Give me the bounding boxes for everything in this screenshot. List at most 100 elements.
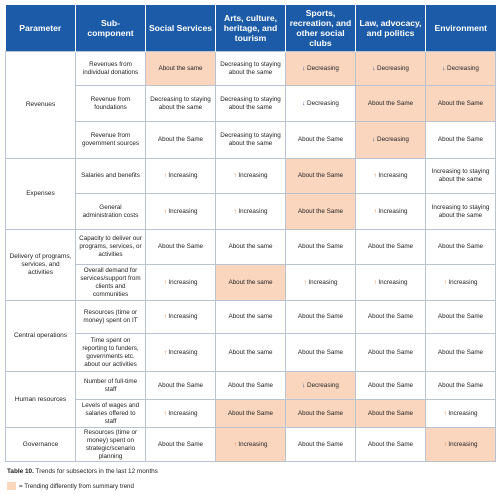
sub-component-cell: Revenue from government sources xyxy=(75,121,146,159)
sub-component-cell: Levels of wages and salaries offered to … xyxy=(75,399,146,428)
legend-text: = Trending differently from summary tren… xyxy=(19,482,134,490)
trend-cell: About the Same xyxy=(145,121,216,159)
arrow-up-icon: ↑ xyxy=(443,440,449,448)
trend-cell: ↑ Increasing xyxy=(425,264,496,301)
trend-text: About the Same xyxy=(297,409,344,417)
sub-component-cell: General administration costs xyxy=(75,193,146,230)
parameter-cell: Delivery of programs, services, and acti… xyxy=(5,229,76,301)
trend-cell: About the Same xyxy=(285,229,356,265)
table-row: Time spent on reporting to funders, gove… xyxy=(6,333,496,372)
trend-text: About the Same xyxy=(437,313,484,320)
arrow-up-icon: ↑ xyxy=(163,278,169,286)
trend-text: About the Same xyxy=(227,409,274,417)
trend-cell: ↓ Decreasing xyxy=(355,51,426,86)
sub-component-cell: Revenue from foundations xyxy=(75,85,146,122)
trend-cell: Decreasing to staying about the same xyxy=(215,121,286,159)
sub-component-cell: Time spent on reporting to funders, gove… xyxy=(75,333,146,372)
trend-cell: About the Same xyxy=(355,427,426,462)
trend-text: Increasing xyxy=(378,278,408,286)
trend-text: Increasing to staying about the same xyxy=(431,168,490,183)
trend-text: About the Same xyxy=(367,99,414,107)
arrow-up-icon: ↑ xyxy=(373,207,379,215)
arrow-up-icon: ↑ xyxy=(373,278,379,286)
trend-text: About the same xyxy=(228,243,273,250)
table-row: Central operations Resources (time or mon… xyxy=(5,300,496,372)
trend-text: Decreasing to staying about the same xyxy=(220,95,281,111)
trend-text: Increasing xyxy=(378,207,408,215)
header-environment: Environment xyxy=(425,5,496,52)
arrow-down-icon: ↓ xyxy=(372,136,378,143)
trend-text: About the Same xyxy=(437,348,484,356)
header-sub-component: Sub-component xyxy=(75,5,146,52)
trend-text: About the Same xyxy=(297,440,344,448)
arrow-down-icon: ↓ xyxy=(302,381,308,389)
trend-text: Increasing xyxy=(238,440,268,448)
table-caption: Table 10. Trends for subsectors in the l… xyxy=(7,468,158,475)
arrow-down-icon: ↓ xyxy=(302,99,308,107)
trend-cell: ↑ Increasing xyxy=(215,193,286,230)
trend-text: Decreasing xyxy=(447,64,479,72)
table-row: Revenues Revenues from individual donatio… xyxy=(5,51,496,159)
trend-cell: About the Same xyxy=(145,371,216,400)
trend-cell: About the Same xyxy=(285,427,356,462)
trend-cell: About the Same xyxy=(145,229,216,265)
header-row: Parameter Sub-component Social Services … xyxy=(5,5,496,52)
sub-component-cell: Capacity to deliver our programs, servic… xyxy=(75,229,146,265)
trend-text: About the same xyxy=(158,64,203,72)
trend-text: Increasing xyxy=(448,278,478,286)
trend-cell: ↓ Decreasing xyxy=(425,51,496,86)
caption-label: Table 10. xyxy=(7,468,34,475)
trend-text: About the Same xyxy=(157,440,204,448)
trend-text: About the Same xyxy=(297,136,344,143)
trend-text: About the same xyxy=(228,313,273,320)
trend-table: Parameter Sub-component Social Services … xyxy=(5,5,496,462)
trend-cell: ↑ Increasing xyxy=(145,193,216,230)
trend-text: Increasing to staying about the same xyxy=(431,203,490,219)
trend-text: Increasing xyxy=(378,172,408,179)
table-body: Revenues Revenues from individual donatio… xyxy=(5,51,496,462)
trend-cell: ↓ Decreasing xyxy=(285,51,356,86)
trend-cell: About the Same xyxy=(425,333,496,372)
trend-cell: About the Same xyxy=(355,229,426,265)
trend-cell: About the Same xyxy=(425,371,496,400)
header-law-advocacy: Law, advocacy, and politics xyxy=(355,5,426,52)
trend-text: Decreasing to staying about the same xyxy=(150,95,211,111)
trend-cell: About the same xyxy=(215,300,286,334)
trend-cell: About the Same xyxy=(285,333,356,372)
sub-component-cell: Salaries and benefits xyxy=(75,158,146,194)
trend-text: About the Same xyxy=(297,348,344,356)
arrow-up-icon: ↑ xyxy=(163,409,169,417)
trend-cell: ↑ Increasing xyxy=(145,300,216,334)
trend-cell: ↑ Increasing xyxy=(145,399,216,428)
trend-cell: ↑ Increasing xyxy=(145,158,216,194)
trend-cell: About the same xyxy=(215,264,286,301)
parameter-cell: Revenues xyxy=(5,51,76,159)
legend-swatch xyxy=(7,482,16,490)
trend-cell: ↑ Increasing xyxy=(215,158,286,194)
header-sports-recreation: Sports, recreation, and other social clu… xyxy=(285,5,356,52)
arrow-down-icon: ↓ xyxy=(372,64,378,72)
trend-cell: About the Same xyxy=(425,121,496,159)
table-row: General administration costs ↑ Increasing… xyxy=(6,193,496,230)
trend-text: Increasing xyxy=(168,313,198,320)
table-row: Delivery of programs, services, and acti… xyxy=(5,229,496,301)
sub-component-cell: Revenues from individual donations xyxy=(75,51,146,86)
trend-text: Increasing xyxy=(308,278,338,286)
arrow-up-icon: ↑ xyxy=(303,278,309,286)
trend-cell: ↑ Increasing xyxy=(215,427,286,462)
trend-text: About the Same xyxy=(367,313,414,320)
trend-text: Decreasing xyxy=(377,136,409,143)
arrow-up-icon: ↑ xyxy=(443,409,449,417)
table-row: Overall demand for services/support from… xyxy=(6,264,496,301)
trend-text: About the Same xyxy=(297,243,344,250)
trend-cell: About the Same xyxy=(285,193,356,230)
trend-text: About the same xyxy=(228,278,273,286)
trend-cell: About the Same xyxy=(145,427,216,462)
trend-cell: ↓ Decreasing xyxy=(355,121,426,159)
trend-text: Decreasing xyxy=(307,99,339,107)
trend-text: Increasing xyxy=(238,207,268,215)
trend-text: About the Same xyxy=(297,172,344,179)
table-row: Levels of wages and salaries offered to … xyxy=(6,399,496,428)
trend-cell: About the Same xyxy=(425,300,496,334)
